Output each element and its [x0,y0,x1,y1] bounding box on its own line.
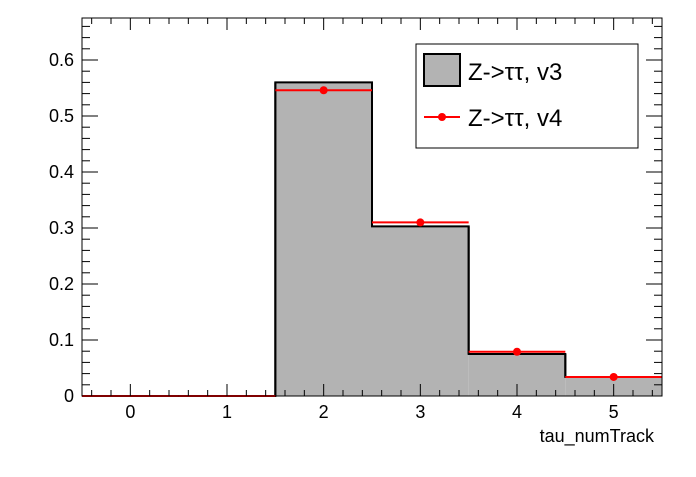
data-point [319,86,328,95]
x-tick-label: 3 [415,402,425,422]
data-point [513,347,521,356]
histogram-bar [372,226,469,396]
data-point [609,372,618,381]
legend-marker-v4 [438,113,446,121]
x-tick-label: 5 [609,402,619,422]
legend-swatch-v3 [423,53,461,87]
x-tick-label: 1 [222,402,232,422]
histogram-bar [275,82,372,397]
x-tick-label: 4 [512,402,522,422]
x-tick-label: 2 [319,402,329,422]
y-tick-label: 0.1 [49,330,74,350]
x-tick-label: 0 [125,402,135,422]
y-tick-label: 0.6 [49,50,74,70]
plot-frame [81,17,663,397]
y-tick-label: 0.4 [49,162,74,182]
legend-label-v3: Z->ττ, v3 [468,59,562,86]
y-tick-label: 0.3 [49,218,74,238]
y-tick-label: 0.2 [49,274,74,294]
y-tick-label: 0 [64,386,74,406]
legend-label-v4: Z->ττ, v4 [468,105,562,132]
data-point [416,218,425,227]
x-axis-title: tau_numTrack [540,426,655,447]
y-tick-label: 0.5 [49,106,74,126]
